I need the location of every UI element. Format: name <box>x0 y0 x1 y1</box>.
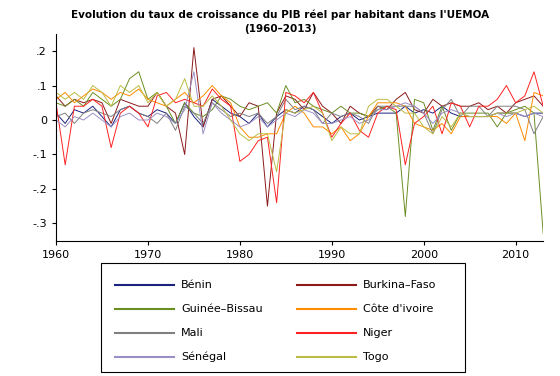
Text: Togo: Togo <box>363 352 389 362</box>
Text: Niger: Niger <box>363 328 393 338</box>
X-axis label: Années: Années <box>277 265 323 278</box>
Text: Burkina–Faso: Burkina–Faso <box>363 280 436 290</box>
Text: Evolution du taux de croissance du PIB réel par habitant dans l'UEMOA: Evolution du taux de croissance du PIB r… <box>71 9 489 20</box>
Text: (1960–2013): (1960–2013) <box>244 24 316 35</box>
Text: Guinée–Bissau: Guinée–Bissau <box>181 304 263 314</box>
Text: Sénégal: Sénégal <box>181 352 226 362</box>
Text: Côte d'ivoire: Côte d'ivoire <box>363 304 433 314</box>
Text: Bénin: Bénin <box>181 280 213 290</box>
Text: Mali: Mali <box>181 328 204 338</box>
